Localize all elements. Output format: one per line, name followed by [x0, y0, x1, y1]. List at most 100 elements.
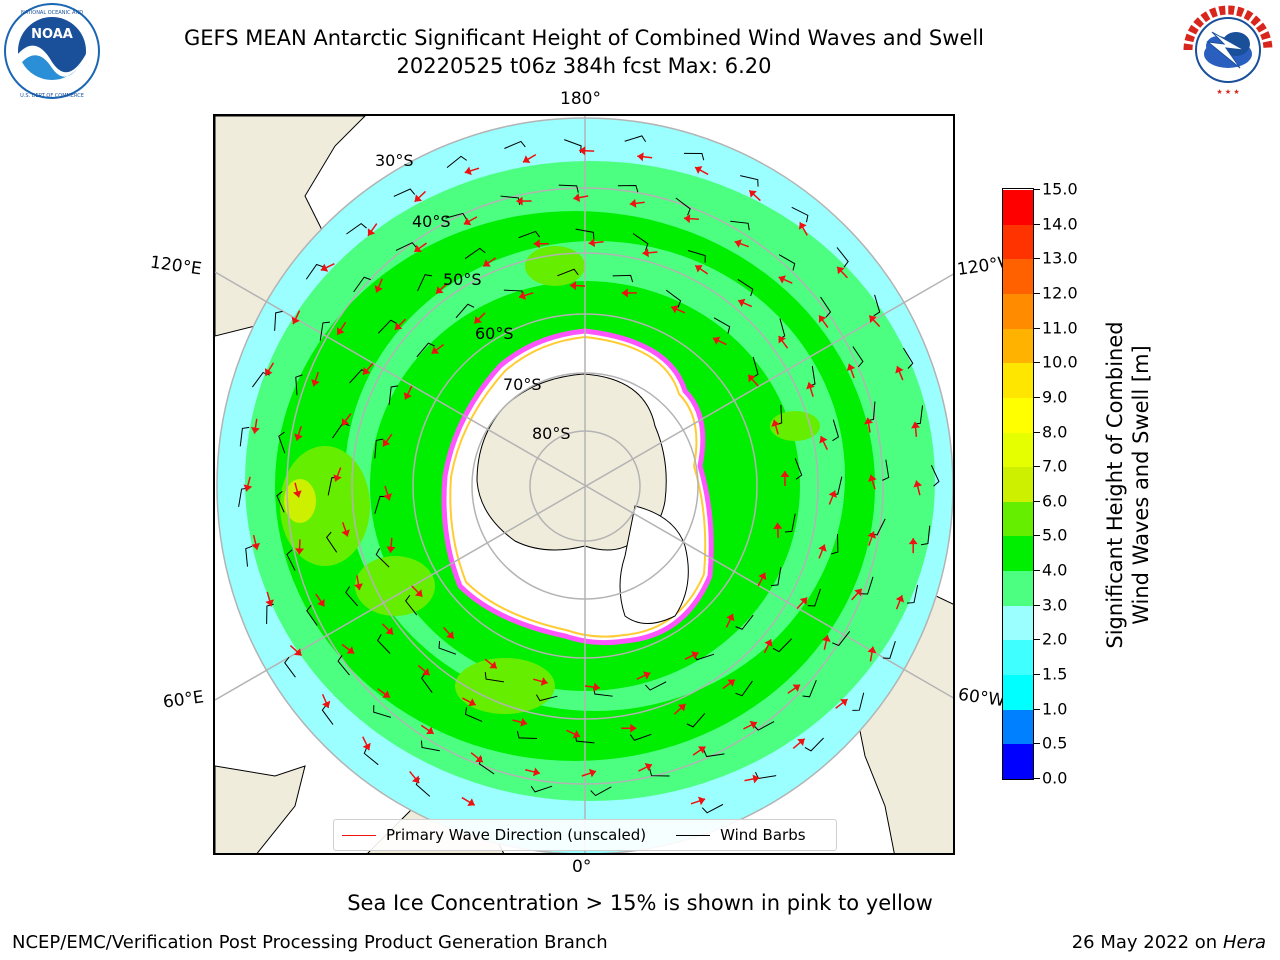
wind-barb [791, 206, 809, 223]
lon-label-0: 0° [572, 857, 592, 877]
wind-barb [902, 347, 914, 369]
wind-barb [464, 247, 486, 260]
wave-arrowhead [467, 798, 475, 807]
wave-arrowhead [778, 275, 786, 284]
wind-barb [446, 155, 467, 169]
wave-arrowhead [533, 239, 540, 249]
wave-arrowhead [588, 238, 596, 248]
wave-arrowhead [846, 363, 856, 372]
colorbar-tick-label: 0.5 [1042, 733, 1068, 753]
wind-barb [276, 491, 285, 513]
colorbar-tick-mark [1034, 570, 1040, 572]
wave-arrowhead [840, 699, 848, 707]
wave-arrowhead [363, 367, 371, 375]
wave-arrowhead [854, 588, 862, 597]
colorbar-tick-mark [1034, 258, 1040, 260]
wind-legend-swatch [676, 834, 711, 836]
colorbar-tick-mark [1034, 500, 1040, 502]
wave-arrowhead [697, 746, 706, 754]
wave-arrowhead [520, 717, 528, 727]
svg-text:U.S. DEPT OF COMMERCE: U.S. DEPT OF COMMERCE [20, 93, 84, 99]
colorbar-tick-label: 6.0 [1042, 491, 1068, 511]
colorbar-tick-mark [1034, 431, 1040, 433]
wave-arrowhead [864, 417, 874, 425]
wave-arrowhead [573, 193, 581, 203]
wave-arrowhead [828, 490, 837, 498]
footer-machine: Hera [1222, 932, 1266, 953]
colorbar-segment [1003, 397, 1033, 433]
wind-barb [405, 594, 418, 616]
lat-label-70s: 70°S [503, 375, 542, 394]
svg-text:NATIONAL OCEANIC AND: NATIONAL OCEANIC AND [21, 10, 83, 16]
colorbar-tick-mark [1034, 223, 1040, 225]
wind-barb [644, 681, 667, 691]
wave-arrowhead [867, 531, 877, 539]
wave-arrowhead [374, 285, 383, 293]
wave-arrowhead [251, 542, 261, 550]
wind-legend-label: Wind Barbs [720, 826, 806, 844]
wind-barb [683, 152, 705, 161]
wind-barb [624, 135, 647, 143]
lat-label-60s: 60°S [475, 324, 514, 343]
wind-barb [516, 731, 538, 739]
wind-barb [920, 525, 931, 546]
wind-barb [675, 197, 691, 216]
wave-arrowhead [726, 613, 735, 622]
wind-barb [438, 641, 457, 655]
wind-barb [445, 212, 467, 220]
wave-arrowhead [698, 796, 706, 806]
wind-barb [375, 548, 390, 568]
wave-arrowhead [818, 544, 827, 552]
wave-arrowhead [738, 298, 746, 307]
wind-barb [794, 458, 803, 480]
wind-barb [484, 672, 504, 683]
wave-arrowhead [869, 315, 877, 324]
wind-barb [617, 184, 639, 193]
wave-arrowhead [516, 196, 523, 206]
lon-label-60e: 60°E [161, 687, 206, 713]
wind-barb [416, 342, 435, 358]
wind-barb [713, 317, 731, 334]
colorbar-tick-mark [1034, 708, 1040, 710]
wind-barb [557, 268, 579, 277]
wind-barb [319, 321, 330, 341]
wave-arrowhead [341, 529, 350, 537]
wave-arrowhead [383, 493, 392, 501]
wind-barb [832, 630, 851, 647]
colorbar-tick-label: 15.0 [1042, 179, 1078, 199]
wind-barb [752, 721, 775, 731]
wave-arrowhead [264, 368, 273, 376]
wave-arrowhead [629, 198, 637, 208]
wind-barb [306, 604, 318, 626]
colorbar-tick-mark [1034, 674, 1040, 676]
wind-barb [393, 188, 416, 197]
wave-arrowhead [911, 421, 921, 429]
wind-barb [518, 230, 541, 239]
wind-barb [831, 533, 839, 555]
wind-barb [345, 586, 359, 607]
wind-barb [346, 223, 367, 235]
wave-arrowhead [797, 738, 805, 747]
colorbar-segment [1003, 743, 1033, 779]
wind-barb [832, 419, 840, 442]
wave-arrowhead [895, 595, 905, 603]
wave-arrowhead [621, 288, 628, 298]
wind-barb [860, 576, 874, 595]
colorbar-segment [1003, 674, 1033, 710]
wave-arrowhead [643, 671, 651, 680]
wave-arrowhead [489, 661, 497, 669]
wave-arrowhead [341, 418, 350, 426]
wind-barb [649, 768, 670, 777]
wave-arrowhead [322, 700, 331, 709]
wave-arrowhead [821, 635, 831, 642]
polar-map [215, 116, 953, 853]
colorbar-segment [1003, 605, 1033, 641]
wave-arrowhead [868, 474, 877, 482]
wave-arrowhead [895, 366, 904, 374]
colorbar-tick-mark [1034, 639, 1040, 641]
wave-arrowhead [362, 742, 371, 751]
colorbar-tick-label: 14.0 [1042, 214, 1078, 234]
colorbar-tick-label: 0.0 [1042, 768, 1068, 788]
wind-barb [535, 694, 558, 702]
wind-barb [735, 680, 753, 697]
